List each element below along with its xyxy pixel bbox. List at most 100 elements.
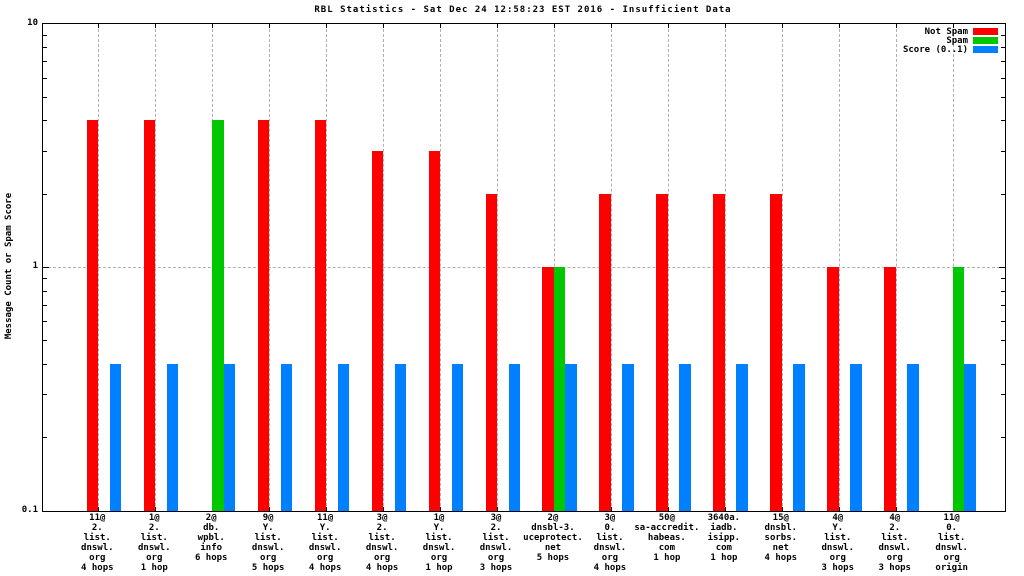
y-minor-tick [1001, 34, 1005, 36]
y-minor-tick [43, 394, 47, 396]
x-axis-label-line: uceprotect. [523, 533, 583, 543]
x-tick-bottom [667, 507, 669, 511]
bar-score [850, 363, 862, 511]
x-axis-label-line: 2@ [205, 513, 217, 523]
x-axis-label-line: 5 hops [251, 563, 285, 573]
x-axis-label-line: 11@ [316, 513, 334, 523]
x-axis-label: 50@ sa-accredit. habeas. com 1 hop [621, 513, 713, 563]
gridline-x [326, 24, 328, 511]
x-axis-label-line: 3 hops [878, 563, 911, 573]
y-minor-tick [43, 61, 47, 63]
y-major-tick [999, 267, 1005, 268]
x-axis-label-line: dnswl. [365, 543, 399, 553]
y-minor-tick [43, 120, 47, 122]
x-axis-label: 4@ 2. list. dnswl. org 3 hops [849, 513, 941, 573]
x-axis-label-line: list. [881, 533, 909, 543]
x-axis-label-line: sa-accredit. [634, 523, 700, 533]
x-axis-label-line: dnsbl-3. [531, 523, 575, 533]
y-tick-label: 10 [27, 17, 38, 28]
x-axis-label-line: org [601, 553, 619, 563]
x-axis-label-line: dnswl. [81, 543, 114, 553]
legend-swatch-score [973, 46, 998, 53]
x-axis-label-line: 11@ [89, 513, 106, 523]
x-axis-label-line: 1 hop [710, 553, 738, 563]
x-tick-bottom [440, 507, 442, 511]
x-axis-label-line: Y. [433, 523, 445, 533]
x-axis-label-line: 50@ [658, 513, 676, 523]
x-axis-label-line: 1 hop [140, 563, 168, 573]
x-tick-top [383, 24, 385, 28]
x-axis-label: 2@ dnsbl-3. uceprotect. net 5 hops [507, 513, 599, 563]
y-minor-tick [1001, 77, 1005, 79]
bar-score [907, 363, 919, 511]
x-tick-top [269, 24, 271, 28]
x-axis-label-line: org [260, 553, 277, 563]
gridline-x [98, 24, 100, 511]
bar-not-spam [656, 193, 668, 511]
bar-not-spam [371, 150, 384, 511]
bar-not-spam [485, 193, 498, 511]
plot-area [42, 23, 1006, 512]
x-axis-label: 3@ 2. list. dnswl. org 4 hops [336, 513, 428, 573]
bar-score [394, 363, 407, 511]
x-axis-label-line: list. [368, 533, 396, 543]
x-axis-label-line: 3@ [604, 513, 616, 523]
x-tick-top [781, 24, 783, 28]
x-axis-label: 2@ db. wpbl. info 6 hops [165, 513, 257, 563]
x-axis-label: 3@ 2. list. dnswl. org 3 hops [450, 513, 542, 573]
x-axis-label-line: org [316, 553, 334, 563]
bar-score [736, 363, 748, 511]
bar-score [109, 363, 122, 511]
x-axis-label-line: 4@ [889, 513, 901, 523]
x-axis-label-line: 1@ [433, 513, 445, 523]
x-axis-label-line: 1 hop [425, 563, 453, 573]
legend-item: Score (0..1) [903, 45, 998, 55]
x-axis-label-line: 4 hops [81, 563, 114, 573]
x-axis-label-line: list. [824, 533, 852, 543]
bar-spam [553, 267, 566, 511]
y-minor-tick [1001, 47, 1005, 49]
bar-score [508, 363, 521, 511]
x-axis-label-line: dnswl. [935, 543, 968, 553]
bar-score [793, 363, 805, 511]
bar-score [280, 363, 293, 511]
chart-title: RBL Statistics - Sat Dec 24 12:58:23 EST… [314, 5, 732, 15]
y-minor-tick [43, 290, 47, 292]
x-axis-label-line: 2. [148, 523, 160, 533]
y-tick-label: 1 [32, 261, 38, 271]
x-axis-label-line: dnswl. [251, 543, 285, 553]
legend-label: Not Spam [924, 26, 968, 37]
x-axis-label-line: 0. [946, 523, 958, 533]
x-axis-label-line: 2@ [547, 513, 559, 523]
x-axis-label-line: list. [482, 533, 510, 543]
x-axis-label-line: 2. [376, 523, 388, 533]
bar-not-spam [428, 150, 441, 511]
x-axis-label-line: list. [140, 533, 168, 543]
x-axis-label-line: 3@ [490, 513, 502, 523]
gridline-x [895, 24, 897, 511]
legend-swatch-not_spam [973, 28, 998, 35]
gridline-x [610, 24, 612, 511]
x-axis-label-line: iadb. [710, 523, 738, 533]
gridline-x [497, 24, 499, 511]
y-major-tick [43, 267, 49, 268]
x-axis-label-line: wpbl. [197, 533, 225, 543]
x-tick-bottom [724, 507, 726, 511]
legend: Not Spam Spam Score (0..1) [903, 26, 998, 55]
x-axis-label-line: origin [935, 563, 968, 573]
bar-not-spam [713, 193, 725, 511]
x-axis-label-line: net [772, 543, 789, 553]
x-tick-bottom [383, 507, 385, 511]
y-minor-tick [43, 304, 47, 306]
y-minor-tick [1001, 437, 1005, 439]
y-minor-tick [1001, 120, 1005, 122]
x-tick-top [553, 24, 555, 28]
x-axis-label: 4@ Y. list. dnswl. org 3 hops [792, 513, 884, 573]
x-axis-label-line: 2. [889, 523, 901, 533]
x-tick-bottom [610, 507, 612, 511]
x-axis-label-line: db. [203, 523, 220, 533]
x-axis-label-line: 9@ [262, 513, 274, 523]
x-tick-bottom [326, 507, 328, 511]
y-minor-tick [43, 278, 47, 280]
y-minor-tick [1001, 321, 1005, 323]
